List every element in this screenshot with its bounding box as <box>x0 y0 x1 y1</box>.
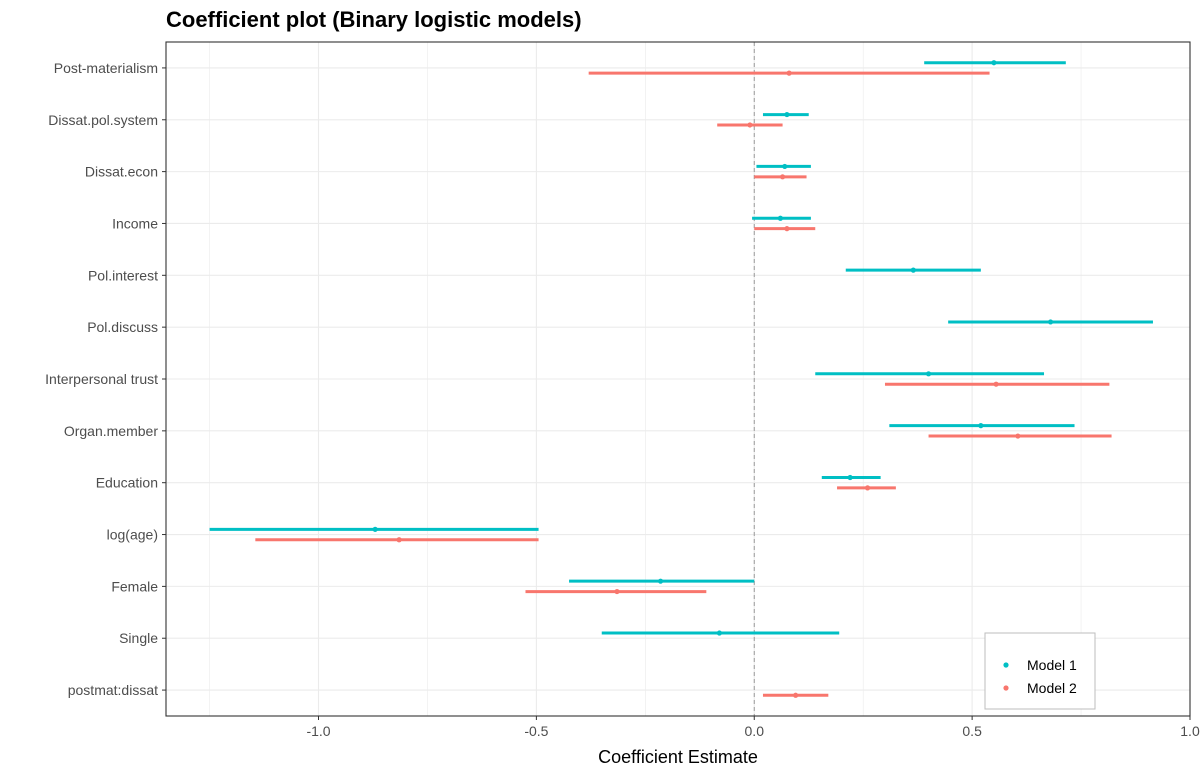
y-tick-label: Dissat.econ <box>85 164 158 180</box>
legend-entry-label: Model 2 <box>1027 680 1077 696</box>
model-1-estimate-point <box>991 60 997 66</box>
x-tick-label: 1.0 <box>1180 723 1200 739</box>
model-1-estimate-point <box>847 474 853 481</box>
model-1-estimate-point <box>716 630 722 636</box>
model-1-estimate-point <box>372 526 378 532</box>
model-2-estimate-point <box>993 381 999 387</box>
model-2-estimate-point <box>786 70 792 76</box>
model-2-estimate-point <box>1015 433 1021 439</box>
y-tick-label: Female <box>111 578 158 594</box>
model-2-estimate-point <box>747 122 753 128</box>
y-tick-label: Pol.discuss <box>87 319 158 335</box>
x-tick-label: 0.0 <box>745 723 765 739</box>
y-tick-label: Post-materialism <box>54 60 158 76</box>
model-1-estimate-point <box>657 578 664 584</box>
model-2-estimate-point <box>793 692 799 698</box>
model-1-estimate-point <box>978 423 984 429</box>
model-1-estimate-point <box>1047 319 1054 325</box>
y-tick-label: Income <box>112 215 158 231</box>
x-tick-label: -1.0 <box>306 723 330 739</box>
y-tick-label: Organ.member <box>64 423 158 439</box>
model-2-estimate-point <box>864 485 871 491</box>
model-1-estimate-point <box>782 163 788 170</box>
axis-layer: Post-materialism Dissat.pol.system Dissat.… <box>45 41 1200 739</box>
x-tick-label: -0.5 <box>524 723 548 739</box>
legend-box <box>984 632 1096 710</box>
chart-title: Coefficient plot (Binary logistic models… <box>166 7 582 32</box>
legend-key-point <box>1003 685 1009 691</box>
x-tick-label: 0.5 <box>962 723 982 739</box>
model-2-estimate-point <box>784 226 790 232</box>
x-axis-title: Coefficient Estimate <box>598 747 758 767</box>
model-1-estimate-point <box>784 111 790 118</box>
y-tick-label: Education <box>96 475 158 491</box>
model-1-estimate-point <box>910 267 916 273</box>
model-2-estimate-point <box>396 537 402 543</box>
model-2-estimate-point <box>779 174 786 180</box>
legend-key-point <box>1003 662 1009 668</box>
y-tick-label: postmat:dissat <box>68 682 158 698</box>
y-tick-label: Interpersonal trust <box>45 371 158 387</box>
y-tick-label: Dissat.pol.system <box>48 112 158 128</box>
legend: Model 1 Model 2 <box>984 632 1096 710</box>
y-tick-label: Pol.interest <box>88 267 158 283</box>
y-tick-label: log(age) <box>107 527 158 543</box>
y-tick-label: Single <box>119 630 158 646</box>
model-1-estimate-point <box>777 215 784 221</box>
model-2-estimate-point <box>614 588 620 595</box>
marks-layer <box>209 60 1153 698</box>
legend-entry-label: Model 1 <box>1027 657 1077 673</box>
model-1-estimate-point <box>925 371 932 377</box>
grid-layer <box>166 42 1191 716</box>
